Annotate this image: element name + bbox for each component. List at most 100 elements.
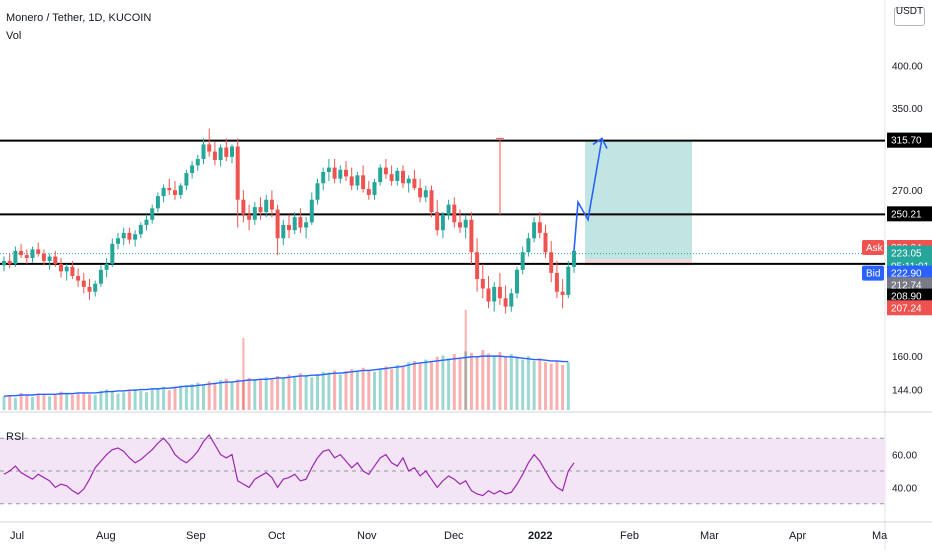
stop-zone [585, 259, 692, 266]
candle-body [190, 165, 195, 174]
projection-arrowhead [592, 137, 608, 149]
candle-body [269, 199, 274, 210]
price-badge-ask [862, 239, 884, 255]
volume-bar [31, 397, 34, 410]
candle-body [195, 158, 200, 166]
price-label: 222.90 [891, 269, 922, 280]
candle-body [155, 196, 160, 209]
volume-bar [2, 396, 6, 410]
candle-body [315, 183, 320, 200]
candle-body [53, 256, 58, 264]
candle-body [326, 167, 331, 172]
candle-body [532, 222, 537, 239]
price-label-bg [887, 245, 932, 261]
candle-body [361, 175, 366, 190]
time-axis-label: Oct [268, 530, 285, 542]
candle-body [406, 178, 411, 184]
volume-bar [173, 387, 177, 410]
volume-bar [76, 393, 80, 410]
candle-body [401, 170, 405, 184]
volume-bar [361, 367, 365, 410]
candle-body [349, 176, 354, 186]
time-axis-label: Ma [872, 530, 888, 542]
volume-bar [475, 356, 479, 410]
candle-body [264, 199, 269, 213]
candle-body [13, 250, 18, 264]
price-tick-label: 160.00 [892, 352, 923, 363]
candle-body [463, 219, 468, 228]
candle-body [7, 260, 12, 264]
rsi-line [3, 433, 575, 497]
rsi-tick-label: 40.00 [892, 483, 917, 494]
volume-bar [316, 373, 319, 410]
volume-bar [253, 380, 257, 410]
candle-body [554, 272, 559, 292]
volume-bar [492, 355, 496, 410]
candle-body [287, 224, 291, 231]
time-axis-label: Apr [789, 530, 806, 542]
candle-body [138, 224, 143, 235]
volume-bar [424, 359, 428, 410]
candle-body [167, 187, 172, 191]
candle-body [503, 298, 508, 307]
volume-bar [213, 383, 217, 410]
time-axis-label: Dec [444, 530, 464, 542]
candle-body [161, 187, 166, 197]
volume-bar [441, 355, 445, 410]
currency-button[interactable]: USDT [894, 7, 925, 26]
volume-bar [105, 389, 109, 410]
volume-indicator-label[interactable]: Vol [6, 30, 22, 42]
volume-bar [65, 392, 69, 410]
candle-body [133, 234, 138, 240]
volume-bar [538, 358, 542, 410]
candle-body [378, 167, 383, 183]
volume-bar [145, 392, 148, 410]
candle-body [338, 169, 343, 179]
volume-bar [99, 390, 103, 410]
candle-body [458, 222, 462, 228]
candle-body [486, 288, 491, 302]
volume-bar [122, 392, 126, 410]
price-label: 250.21 [891, 209, 922, 220]
candle-body [332, 167, 337, 179]
rsi-tick-label: 60.00 [892, 451, 917, 462]
candle-body [275, 209, 280, 239]
projection-arrow [573, 138, 603, 251]
volume-bar [36, 393, 40, 410]
candle-body [509, 293, 514, 307]
candle-body [366, 189, 371, 195]
volume-bar [390, 369, 394, 410]
candle-body [572, 250, 576, 267]
volume-bar [82, 392, 86, 410]
candle-body [480, 279, 485, 289]
price-label-bg [887, 132, 932, 148]
volume-bar [281, 377, 285, 410]
volume-bar [344, 371, 348, 410]
price-label-bg [887, 288, 932, 304]
volume-bar [418, 363, 422, 410]
volume-bar [310, 377, 314, 410]
volume-bar [116, 393, 120, 410]
time-axis-label: Aug [96, 530, 116, 542]
volume-bar [127, 390, 131, 410]
time-axis-label: Mar [700, 530, 719, 542]
volume-spike-bar [464, 310, 467, 410]
candle-body [452, 204, 457, 223]
candle-body [309, 199, 314, 223]
volume-bar [19, 392, 23, 410]
price-tick-label: 400.00 [892, 62, 923, 73]
candle-body [412, 178, 417, 188]
volume-bar [327, 372, 331, 410]
volume-bar [566, 362, 570, 410]
price-tick-label: 270.00 [892, 186, 923, 197]
candle-body [81, 280, 86, 287]
candle-body [36, 249, 41, 254]
volume-bar [156, 388, 160, 410]
volume-bar [333, 370, 337, 410]
volume-bar [367, 369, 371, 410]
candle-body [184, 173, 189, 186]
candle-body [201, 144, 206, 159]
candle-body [30, 249, 35, 258]
symbol-title[interactable]: Monero / Tether, 1D, KUCOIN [6, 12, 152, 24]
